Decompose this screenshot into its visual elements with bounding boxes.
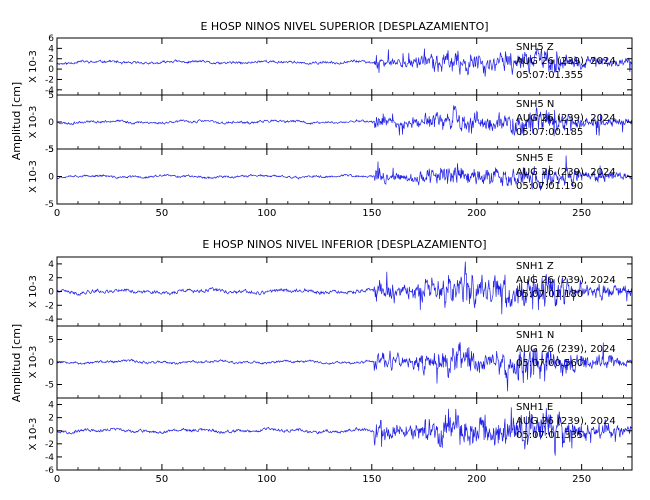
annotation-date-1-3: AUG 26 (239), 2024 xyxy=(516,167,616,178)
y-tick-label-2-1-3: 2 xyxy=(48,274,54,284)
y-tick-label-2-2-2: 5 xyxy=(48,336,54,346)
panel-2-2: -5 0 5 X 10-3 SNH1 N AUG 26 (239), 2024 05:07:… xyxy=(28,325,633,399)
x-tick-label-1-3: 150 xyxy=(362,208,381,219)
y-tick-label-2-3-4: 2 xyxy=(48,414,54,424)
annotation-date-2-2: AUG 26 (239), 2024 xyxy=(516,344,616,355)
x-tick-label-2-3: 150 xyxy=(362,474,381,485)
unit-label-2-3: X 10-3 xyxy=(28,418,39,451)
annotation-time-2-1: 05:07:01.180 xyxy=(516,289,583,300)
y-tick-label-1-1-1: -2 xyxy=(45,75,54,85)
annotation-time-1-3: 05:07:01.190 xyxy=(516,181,583,192)
y-tick-label-1-1-0: -4 xyxy=(45,86,54,96)
y-tick-label-1-1-3: 2 xyxy=(48,55,54,65)
annotation-channel-1-3: SNH5 E xyxy=(516,153,553,164)
panel-frame-2-3 xyxy=(56,397,633,471)
annotation-time-1-2: 05:07:00.185 xyxy=(516,127,583,138)
panel-2-1: -4 -2 0 2 4 X 10-3 SNH1 Z AUG 26 (239), 2024 05:… xyxy=(28,256,633,327)
annotation-channel-1-2: SNH5 N xyxy=(516,99,554,110)
x-tick-label-2-5: 250 xyxy=(572,474,591,485)
trace-1-2 xyxy=(56,105,633,137)
unit-label-1-1: X 10-3 xyxy=(28,50,39,83)
trace-1-1 xyxy=(56,47,633,77)
trace-2-3 xyxy=(56,407,633,456)
y-axis-label-2: Amplitud [cm] xyxy=(10,324,23,402)
y-tick-label-2-3-0: -6 xyxy=(45,466,54,476)
panel-2-3: -6 -4 -2 0 2 4 X 10-3 SNH1 E AUG 26 (239), 2024 0… xyxy=(28,397,633,476)
y-tick-label-1-3-0: -5 xyxy=(45,200,54,210)
y-tick-label-1-2-1: 0 xyxy=(48,118,54,128)
x-tick-label-1-2: 100 xyxy=(257,208,276,219)
y-tick-label-2-3-2: -2 xyxy=(45,440,54,450)
y-tick-label-1-2-0: -5 xyxy=(45,145,54,155)
annotation-channel-2-2: SNH1 N xyxy=(516,330,554,341)
unit-label-1-2: X 10-3 xyxy=(28,106,39,139)
x-tick-label-2-1: 50 xyxy=(156,474,169,485)
x-tick-label-2-4: 200 xyxy=(467,474,486,485)
panel-1-3: -5 0 5 X 10-3 SNH5 E AUG 26 (239), 2024 05:07:… xyxy=(28,145,633,210)
y-tick-label-2-3-5: 4 xyxy=(48,401,54,411)
annotation-date-2-1: AUG 26 (239), 2024 xyxy=(516,275,616,286)
y-axis-label-1: Amplitud [cm] xyxy=(10,82,23,160)
chart-title-2: E HOSP NINOS NIVEL INFERIOR [DESPLAZAMIE… xyxy=(202,238,486,251)
y-tick-label-1-1-4: 4 xyxy=(48,44,54,54)
trace-2-2 xyxy=(56,341,633,392)
y-tick-label-2-3-3: 0 xyxy=(48,427,54,437)
unit-label-2-2: X 10-3 xyxy=(28,346,39,379)
y-tick-label-2-1-1: -2 xyxy=(45,301,54,311)
annotation-channel-1-1: SNH5 Z xyxy=(516,42,554,53)
x-tick-label-1-5: 250 xyxy=(572,208,591,219)
x-tick-label-2-0: 0 xyxy=(54,474,60,485)
y-tick-label-2-2-0: -5 xyxy=(45,381,54,391)
trace-2-1 xyxy=(56,261,633,315)
y-tick-label-2-2-1: 0 xyxy=(48,358,54,368)
y-tick-label-2-3-1: -4 xyxy=(45,453,54,463)
x-tick-label-2-2: 100 xyxy=(257,474,276,485)
annotation-date-1-2: AUG 26 (239), 2024 xyxy=(516,113,616,124)
x-tick-label-1-1: 50 xyxy=(156,208,169,219)
y-tick-label-1-1-5: 6 xyxy=(48,34,54,44)
annotation-channel-2-1: SNH1 Z xyxy=(516,261,554,272)
unit-label-1-3: X 10-3 xyxy=(28,160,39,193)
panel-1-2: -5 0 5 X 10-3 SNH5 N AUG 26 (239), 2024 05:07:… xyxy=(28,91,633,155)
annotation-date-1-1: AUG 26 (239), 2024 xyxy=(516,56,616,67)
annotation-date-2-3: AUG 26 (239), 2024 xyxy=(516,416,616,427)
trace-1-3 xyxy=(56,155,633,191)
y-tick-label-1-3-2: 5 xyxy=(48,145,54,155)
chart-title-1: E HOSP NINOS NIVEL SUPERIOR [DESPLAZAMIE… xyxy=(200,20,488,33)
annotation-time-2-3: 05:07:01.335 xyxy=(516,430,583,441)
y-tick-label-2-1-2: 0 xyxy=(48,288,54,298)
y-tick-label-1-3-1: 0 xyxy=(48,173,54,183)
y-tick-label-1-2-2: 5 xyxy=(48,91,54,101)
annotation-time-2-2: 05:07:00.560 xyxy=(516,358,583,369)
y-tick-label-2-1-0: -4 xyxy=(45,315,54,325)
x-tick-label-1-4: 200 xyxy=(467,208,486,219)
y-tick-label-1-1-2: 0 xyxy=(48,65,54,75)
x-tick-label-1-0: 0 xyxy=(54,208,60,219)
annotation-time-1-1: 05:07:01.355 xyxy=(516,70,583,81)
y-tick-label-2-1-4: 4 xyxy=(48,260,54,270)
unit-label-2-1: X 10-3 xyxy=(28,275,39,308)
annotation-channel-2-3: SNH1 E xyxy=(516,402,553,413)
